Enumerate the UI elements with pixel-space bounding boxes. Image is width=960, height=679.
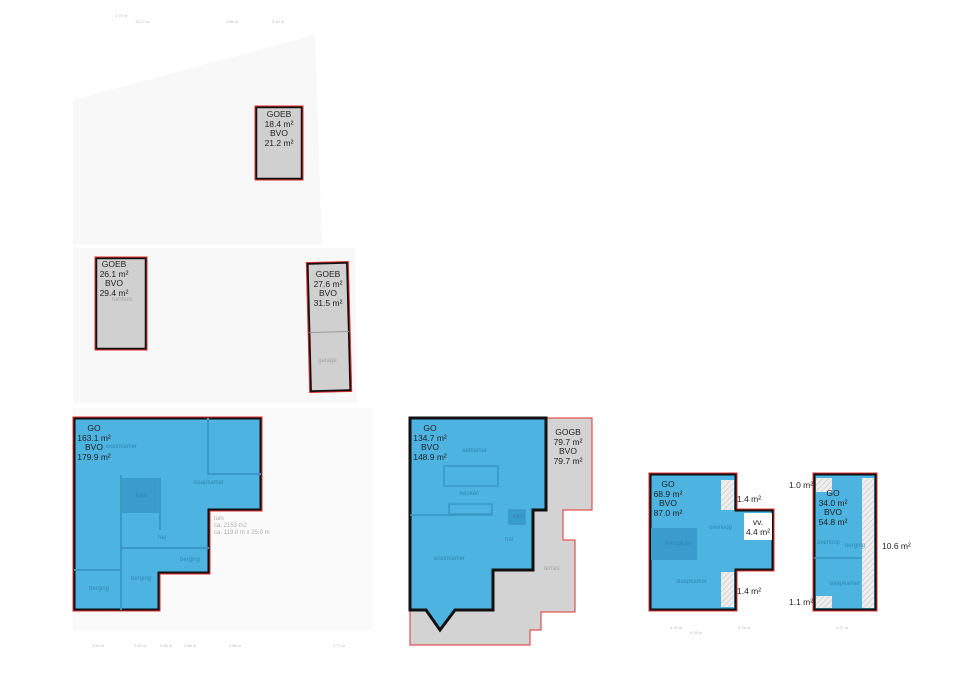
- dimension: 2.77 m: [333, 643, 346, 648]
- dimension: 3.76 m: [738, 625, 751, 630]
- shed-area-label: GOEB 18.4 m² BVO 21.2 m²: [262, 109, 296, 148]
- room-label: berging: [131, 576, 152, 582]
- room-label: kast: [513, 514, 525, 520]
- room-label: tuinhuis: [112, 297, 133, 303]
- room-label: slaapkamer: [676, 579, 708, 585]
- bvo-label: BVO: [105, 278, 123, 288]
- go-area: 34.0 m²: [818, 497, 848, 508]
- dimension: 3.44 m: [272, 19, 285, 24]
- room-label: eetkamer: [462, 448, 488, 454]
- garden-size: ca. 119.0 m x 25.0 m: [214, 530, 270, 536]
- bvo-label: BVO: [824, 507, 842, 517]
- room-label: hal: [158, 535, 167, 541]
- bvo-label: BVO: [85, 442, 103, 452]
- garden-label: tuin ca. 2153 m2 ca. 119.0 m x 25.0 m: [214, 516, 270, 537]
- go-area: 26.1 m²: [99, 268, 129, 279]
- area-annotation: 1.1 m²: [789, 597, 814, 607]
- go-area: 134.7 m²: [413, 432, 447, 443]
- area-annotation: 1.4 m²: [737, 586, 762, 596]
- code: GO: [87, 423, 101, 433]
- code: GOEB: [315, 269, 341, 279]
- void-label: vv.: [752, 517, 764, 527]
- code: GOEB: [101, 259, 127, 269]
- dimension: 3.86 m: [229, 643, 242, 648]
- go-area: 163.1 m²: [77, 432, 111, 443]
- dimension: 4.30 m: [670, 625, 683, 630]
- outbuilding-tuinhuis: [94, 256, 148, 351]
- bvo-area: 87.0 m²: [653, 507, 683, 518]
- dimension: 0.88 m: [160, 643, 173, 648]
- room-label: garage: [318, 358, 337, 364]
- code: GO: [423, 423, 437, 433]
- bvo-label: BVO: [319, 288, 337, 298]
- floor-attic-area-label: GO 34.0 m² BVO 54.8 m²: [818, 488, 848, 527]
- room-label: berging: [180, 557, 201, 563]
- stairwell-void: [744, 513, 772, 540]
- dimension: 6.28 m: [690, 630, 703, 635]
- garden-area: ca. 2153 m2: [214, 523, 248, 529]
- dimension: 2.53 m: [134, 643, 147, 648]
- bvo-label: BVO: [270, 128, 288, 138]
- garage-area-label: GOEB 27.6 m² BVO 31.5 m²: [311, 269, 345, 308]
- room-label: berging: [845, 543, 866, 549]
- bvo-area: 179.9 m²: [77, 451, 111, 462]
- bvo-label: BVO: [559, 446, 577, 456]
- room-label: hal: [505, 537, 514, 543]
- terrace-area-label: GOGB 79.7 m² BVO 79.7 m²: [550, 427, 586, 466]
- go-area: 79.7 m²: [553, 436, 583, 447]
- area-annotation: 1.0 m²: [789, 480, 814, 490]
- dimension: 10.27 m: [135, 19, 150, 24]
- room-label: slaapkamer: [193, 480, 225, 486]
- bvo-area: 21.2 m²: [264, 137, 294, 148]
- dimension: 2.66 m: [184, 643, 197, 648]
- room-label: keuken: [460, 491, 480, 497]
- room-label: overloop: [817, 540, 841, 546]
- garden-name: tuin: [214, 516, 224, 522]
- room-label: overloop: [709, 525, 733, 531]
- void-area: 4.4 m²: [745, 526, 771, 537]
- area-annotation: 10.6 m²: [882, 541, 911, 551]
- code: GOEB: [266, 109, 292, 119]
- tuinhuis-area-label: GOEB 26.1 m² BVO 29.4 m²: [98, 259, 130, 298]
- bvo-label: BVO: [421, 442, 439, 452]
- dimension: 3.75 m: [115, 13, 128, 18]
- dimension: 4.27 m: [836, 625, 849, 630]
- room-label: kast: [136, 493, 148, 499]
- room-label: slaapkamer: [829, 581, 861, 587]
- room-label: inloopkast: [665, 541, 693, 547]
- go-area: 27.6 m²: [313, 278, 343, 289]
- code: GO: [826, 488, 840, 498]
- floor-second-area-label: GO 68.9 m² BVO 87.0 m²: [652, 479, 684, 518]
- void-area-label: vv. 4.4 m²: [743, 517, 773, 537]
- code: GOGB: [555, 427, 581, 437]
- code: GO: [661, 479, 675, 489]
- dimension: 3.86 m: [226, 19, 239, 24]
- go-area: 68.9 m²: [653, 488, 683, 499]
- outbuilding-shed: [254, 105, 304, 181]
- bvo-area: 148.9 m²: [413, 451, 447, 462]
- dimension: 3.50 m: [92, 643, 105, 648]
- bvo-area: 54.8 m²: [818, 516, 848, 527]
- floor-first-area-label: GO 134.7 m² BVO 148.9 m²: [412, 423, 448, 462]
- floor-ground-area-label: GO 163.1 m² BVO 179.9 m²: [76, 423, 112, 462]
- room-label: woonkamer: [106, 444, 138, 450]
- plot-upper: [73, 35, 322, 245]
- bvo-area: 79.7 m²: [553, 455, 583, 466]
- bvo-area: 29.4 m²: [99, 287, 129, 298]
- room-label: berging: [89, 586, 110, 592]
- go-area: 18.4 m²: [264, 118, 294, 129]
- area-annotation: 1.4 m²: [737, 494, 762, 504]
- bvo-label: BVO: [659, 498, 677, 508]
- bvo-area: 31.5 m²: [313, 297, 343, 308]
- room-label: woonkamer: [434, 556, 466, 562]
- room-label: terras: [544, 566, 560, 572]
- floor-second: [648, 472, 775, 612]
- outbuilding-garage: [306, 261, 352, 393]
